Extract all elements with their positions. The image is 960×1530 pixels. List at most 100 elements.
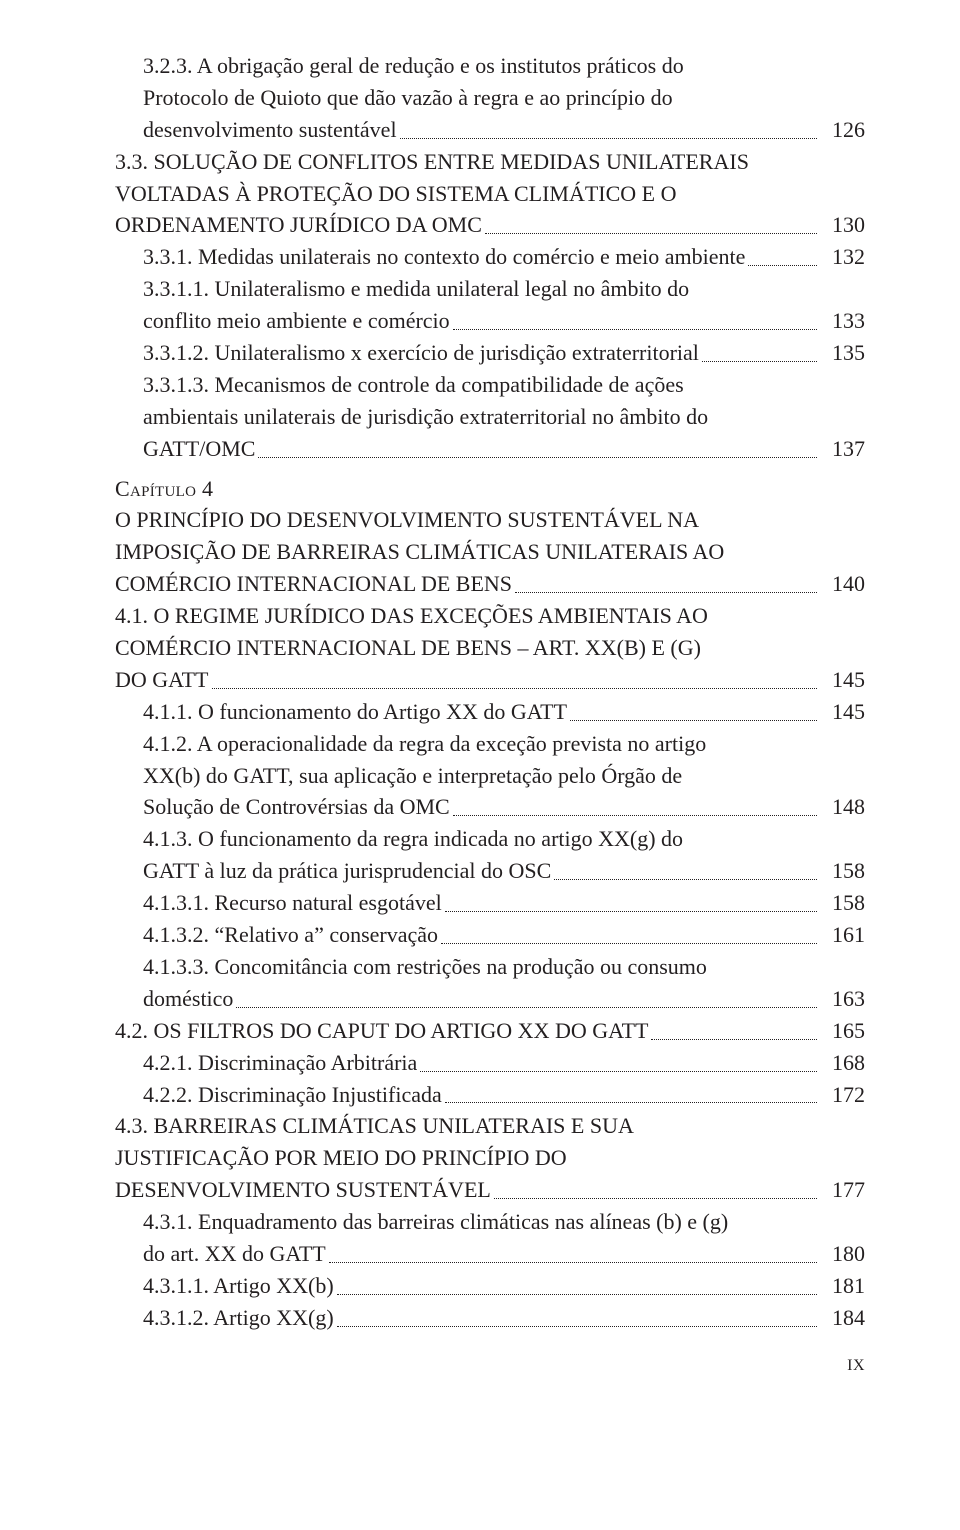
leader-dots <box>400 137 817 139</box>
toc-entry-text: 4.2.2. Discriminação Injustificada <box>143 1079 442 1111</box>
leader-dots <box>441 942 817 944</box>
toc-entry-text: desenvolvimento sustentável <box>143 114 397 146</box>
toc-entry-text: COMÉRCIO INTERNACIONAL DE BENS <box>115 568 512 600</box>
leader-dots <box>329 1261 817 1263</box>
toc-entry-text: 4.1.3.1. Recurso natural esgotável <box>143 887 442 919</box>
toc-entry: 4.1.3. O funcionamento da regra indicada… <box>115 823 865 887</box>
leader-dots <box>453 328 817 330</box>
toc-entry-text: Solução de Controvérsias da OMC <box>143 791 450 823</box>
toc-entry: 3.3. SOLUÇÃO DE CONFLITOS ENTRE MEDIDAS … <box>115 146 865 242</box>
toc-entry-lastline: DO GATT145 <box>115 664 865 696</box>
toc-entry: 3.3.1.3. Mecanismos de controle da compa… <box>115 369 865 465</box>
toc-entry-text: VOLTADAS À PROTEÇÃO DO SISTEMA CLIMÁTICO… <box>115 178 865 210</box>
toc-page-number: 163 <box>821 983 865 1015</box>
toc-entry-lastline: 3.3.1. Medidas unilaterais no contexto d… <box>143 241 865 273</box>
toc-entry-lastline: 4.1.1. O funcionamento do Artigo XX do G… <box>143 696 865 728</box>
toc-entry-text: 4.1.1. O funcionamento do Artigo XX do G… <box>143 696 567 728</box>
toc-entry-lastline: GATT/OMC 137 <box>143 433 865 465</box>
toc-entry-text: ORDENAMENTO JURÍDICO DA OMC <box>115 209 482 241</box>
toc-page-number: 126 <box>821 114 865 146</box>
toc-entry: O PRINCÍPIO DO DESENVOLVIMENTO SUSTENTÁV… <box>115 504 865 600</box>
toc-entry-text: GATT/OMC <box>143 433 255 465</box>
toc-page-number: 132 <box>821 241 865 273</box>
toc-entry-text: 4.2. OS FILTROS DO CAPUT DO ARTIGO XX DO… <box>115 1015 648 1047</box>
leader-dots <box>445 1101 817 1103</box>
toc-entry-text: DO GATT <box>115 664 209 696</box>
toc-entry-text: 4.1.3.2. “Relativo a” conservação <box>143 919 438 951</box>
toc-entry-lastline: 4.2. OS FILTROS DO CAPUT DO ARTIGO XX DO… <box>115 1015 865 1047</box>
toc-entry-text: COMÉRCIO INTERNACIONAL DE BENS – ART. XX… <box>115 632 865 664</box>
toc-page-number: 177 <box>821 1174 865 1206</box>
toc-entry: 4.1.3.2. “Relativo a” conservação161 <box>115 919 865 951</box>
toc-entry: 4.3.1.1. Artigo XX(b)181 <box>115 1270 865 1302</box>
toc-entry-text: 3.3.1.2. Unilateralismo x exercício de j… <box>143 337 699 369</box>
leader-dots <box>337 1325 817 1327</box>
toc-entry: 3.3.1.1. Unilateralismo e medida unilate… <box>115 273 865 337</box>
toc-entry-text: conflito meio ambiente e comércio <box>143 305 450 337</box>
toc-entry: 4.1.3.3. Concomitância com restrições na… <box>115 951 865 1015</box>
leader-dots <box>651 1038 817 1040</box>
toc-entry-text: 4.1.3. O funcionamento da regra indicada… <box>143 823 865 855</box>
toc-entry-lastline: 4.1.3.2. “Relativo a” conservação161 <box>143 919 865 951</box>
toc-entry-lastline: 4.2.2. Discriminação Injustificada 172 <box>143 1079 865 1111</box>
toc-entry: 4.3.1. Enquadramento das barreiras climá… <box>115 1206 865 1270</box>
toc-entry: 3.2.3. A obrigação geral de redução e os… <box>115 50 865 146</box>
toc-entry-text: 3.2.3. A obrigação geral de redução e os… <box>143 50 865 82</box>
toc-page-number: 148 <box>821 791 865 823</box>
leader-dots <box>445 910 817 912</box>
toc-entry: 4.1.3.1. Recurso natural esgotável 158 <box>115 887 865 919</box>
toc-entry-lastline: GATT à luz da prática jurisprudencial do… <box>143 855 865 887</box>
toc-entry: 4.1.2. A operacionalidade da regra da ex… <box>115 728 865 824</box>
toc-entry: 4.1.1. O funcionamento do Artigo XX do G… <box>115 696 865 728</box>
toc-entry: 3.3.1. Medidas unilaterais no contexto d… <box>115 241 865 273</box>
toc-entry-lastline: do art. XX do GATT180 <box>143 1238 865 1270</box>
toc-entry: 4.3. BARREIRAS CLIMÁTICAS UNILATERAIS E … <box>115 1110 865 1206</box>
toc-entry-text: 4.1.3.3. Concomitância com restrições na… <box>143 951 865 983</box>
toc-entry: 4.3.1.2. Artigo XX(g) 184 <box>115 1302 865 1334</box>
toc-entry: 4.2.1. Discriminação Arbitrária 168 <box>115 1047 865 1079</box>
toc-entry-text: GATT à luz da prática jurisprudencial do… <box>143 855 551 887</box>
toc-entry-lastline: 4.3.1.2. Artigo XX(g) 184 <box>143 1302 865 1334</box>
leader-dots <box>337 1293 817 1295</box>
toc-page-number: 172 <box>821 1079 865 1111</box>
toc-entry-lastline: ORDENAMENTO JURÍDICO DA OMC130 <box>115 209 865 241</box>
toc-entry-text: 4.3.1. Enquadramento das barreiras climá… <box>143 1206 865 1238</box>
toc-entry-text: 3.3.1.3. Mecanismos de controle da compa… <box>143 369 865 401</box>
toc-entry-text: 3.3.1.1. Unilateralismo e medida unilate… <box>143 273 865 305</box>
toc-page-number: 145 <box>821 696 865 728</box>
toc-entry-text: 4.3.1.1. Artigo XX(b) <box>143 1270 334 1302</box>
toc-entry: 4.2.2. Discriminação Injustificada 172 <box>115 1079 865 1111</box>
toc-entry-text: 4.1.2. A operacionalidade da regra da ex… <box>143 728 865 760</box>
toc-entry-text: doméstico <box>143 983 233 1015</box>
toc-entry-lastline: doméstico 163 <box>143 983 865 1015</box>
toc-entry-text: 4.2.1. Discriminação Arbitrária <box>143 1047 417 1079</box>
toc-entry: 4.2. OS FILTROS DO CAPUT DO ARTIGO XX DO… <box>115 1015 865 1047</box>
toc-page-number: 158 <box>821 855 865 887</box>
leader-dots <box>570 719 817 721</box>
toc-entry-lastline: 3.3.1.2. Unilateralismo x exercício de j… <box>143 337 865 369</box>
toc-page-number: 168 <box>821 1047 865 1079</box>
toc-page-number: 137 <box>821 433 865 465</box>
toc-page-number: 140 <box>821 568 865 600</box>
toc-entry-lastline: DESENVOLVIMENTO SUSTENTÁVEL 177 <box>115 1174 865 1206</box>
toc-entry-text: IMPOSIÇÃO DE BARREIRAS CLIMÁTICAS UNILAT… <box>115 536 865 568</box>
toc-entry-text: 4.3.1.2. Artigo XX(g) <box>143 1302 334 1334</box>
leader-dots <box>494 1197 817 1199</box>
toc-entry-text: 4.3. BARREIRAS CLIMÁTICAS UNILATERAIS E … <box>115 1110 865 1142</box>
toc-entry-text: 4.1. O REGIME JURÍDICO DAS EXCEÇÕES AMBI… <box>115 600 865 632</box>
toc-entry-text: XX(b) do GATT, sua aplicação e interpret… <box>143 760 865 792</box>
toc-entry-lastline: COMÉRCIO INTERNACIONAL DE BENS 140 <box>115 568 865 600</box>
toc-entry-text: DESENVOLVIMENTO SUSTENTÁVEL <box>115 1174 491 1206</box>
chapter-label: Capítulo 4 <box>115 473 865 505</box>
toc-entry-text: ambientais unilaterais de jurisdição ext… <box>143 401 865 433</box>
toc-entry-lastline: 4.3.1.1. Artigo XX(b)181 <box>143 1270 865 1302</box>
toc-entry-text: O PRINCÍPIO DO DESENVOLVIMENTO SUSTENTÁV… <box>115 504 865 536</box>
toc-entry-lastline: 4.1.3.1. Recurso natural esgotável 158 <box>143 887 865 919</box>
leader-dots <box>748 264 817 266</box>
toc-page-number: 184 <box>821 1302 865 1334</box>
leader-dots <box>554 878 817 880</box>
leader-dots <box>212 687 818 689</box>
toc-page-number: 158 <box>821 887 865 919</box>
toc-page: 3.2.3. A obrigação geral de redução e os… <box>0 0 960 1417</box>
leader-dots <box>485 232 817 234</box>
